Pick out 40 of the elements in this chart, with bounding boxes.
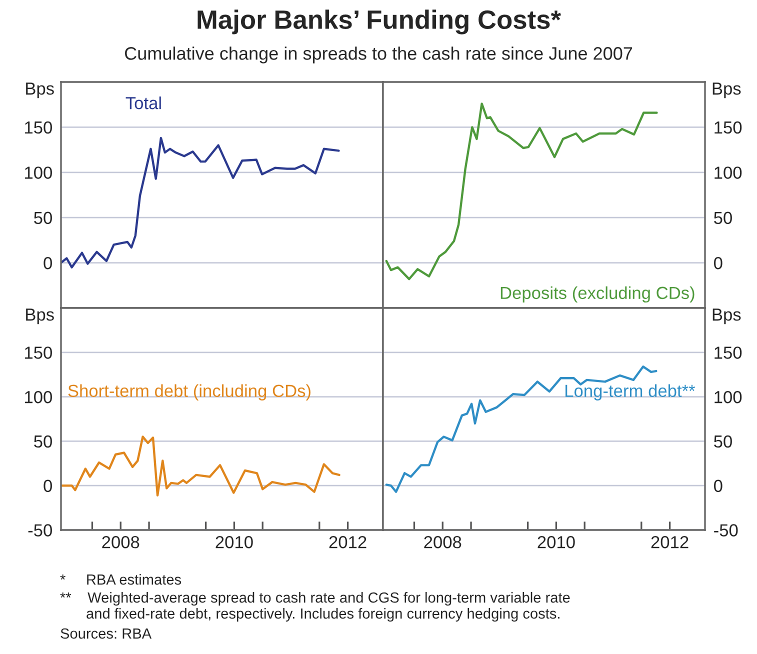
text: Short-term debt (including CDs) <box>68 384 310 400</box>
y-axis-title: Bps <box>26 82 54 98</box>
x-tick-label: 2012 <box>329 536 366 548</box>
y-tick-label: 50 <box>34 212 52 224</box>
y-tick-label: 150 <box>714 121 742 134</box>
y-axis-title: Bps <box>712 82 741 98</box>
line-series <box>385 102 658 280</box>
x-tick-label: 2012 <box>651 536 688 548</box>
chart-subtitle: Cumulative change in spreads to the cash rate since June 2007 <box>124 46 632 64</box>
y-tick-label: 50 <box>714 435 732 448</box>
y-tick-label: 150 <box>714 346 742 359</box>
y-axis-title: Bps <box>26 308 54 324</box>
series-label: Total <box>126 96 161 110</box>
text: * RBA estimates <box>60 574 182 585</box>
y-tick-label: -50 <box>714 524 738 536</box>
y-tick-label: 150 <box>25 346 52 359</box>
source-note: Sources: RBA <box>60 628 152 639</box>
series-label: Long-term debt** <box>566 384 696 400</box>
line-series <box>61 136 340 268</box>
text: Deposits (excluding CDs) <box>500 286 694 303</box>
line-series <box>61 436 340 496</box>
y-axis-title: Bps <box>712 308 741 324</box>
y-tick-label: 0 <box>714 256 722 270</box>
y-tick-label: 100 <box>714 390 742 404</box>
x-tick-label: 2008 <box>424 536 462 548</box>
y-tick-label: 150 <box>25 121 52 134</box>
text: ** Weighted-average spread to cash rate and CGS for long-term variable rate and fixed-rate debt, respectively. Includes foreign currency hedging costs. <box>60 592 570 622</box>
y-tick-label: 100 <box>714 166 742 179</box>
y-tick-label: 100 <box>25 390 52 404</box>
y-tick-label: 0 <box>714 480 722 492</box>
y-tick-label: 50 <box>714 212 732 224</box>
y-tick-label: 100 <box>25 166 52 179</box>
y-tick-label: 50 <box>34 435 52 448</box>
y-tick-label: 0 <box>44 480 52 492</box>
x-tick-label: 2010 <box>216 536 253 548</box>
x-tick-label: 2010 <box>538 536 575 548</box>
x-tick-label: 2008 <box>102 536 140 548</box>
chart-title: Major Banks’ Funding Costs* <box>198 10 562 34</box>
y-tick-label: 0 <box>44 256 52 270</box>
y-tick-label: -50 <box>28 524 52 536</box>
